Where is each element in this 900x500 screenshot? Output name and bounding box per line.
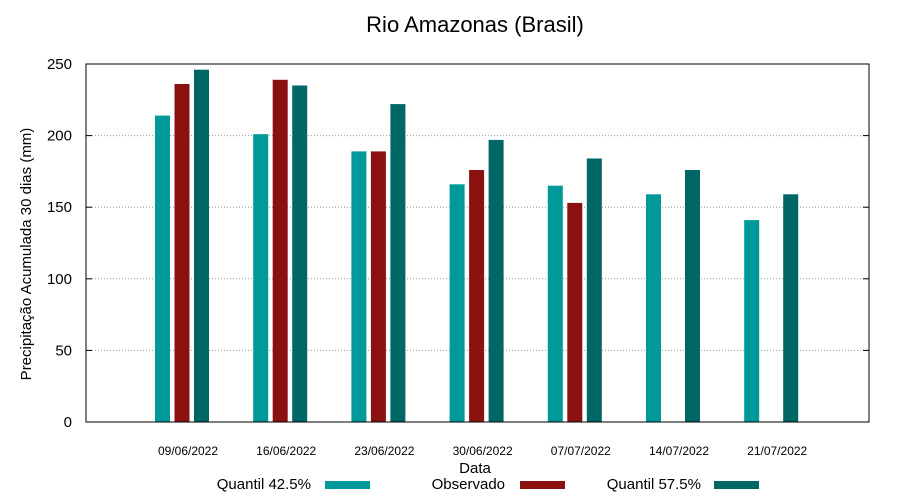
bar-quantil-57-5-2 (390, 104, 406, 422)
bar-observado-0 (174, 84, 190, 422)
legend-swatch (325, 481, 370, 489)
y-axis-ticks: 0 50 100 150 200 250 (47, 56, 869, 431)
bar-observado-2 (370, 151, 386, 422)
x-tick-label: 09/06/2022 (158, 444, 218, 458)
x-tick-label: 14/07/2022 (649, 444, 709, 458)
plot-frame (85, 63, 870, 423)
bar-observado-3 (469, 170, 485, 422)
x-tick-label: 07/07/2022 (551, 444, 611, 458)
bar-quantil-57-5-3 (488, 139, 504, 422)
x-tick-label: 23/06/2022 (354, 444, 414, 458)
bars (155, 69, 799, 423)
legend: Quantil 42.5% Observado Quantil 57.5% (217, 476, 759, 493)
bar-quantil-42-5-5 (646, 194, 661, 422)
legend-label: Quantil 57.5% (607, 476, 701, 493)
bar-quantil-42-5-1 (253, 134, 269, 422)
x-tick-label: 21/07/2022 (747, 444, 807, 458)
chart-title: Rio Amazonas (Brasil) (366, 12, 584, 37)
y-tick-label: 50 (55, 342, 72, 359)
bar-observado-1 (272, 79, 288, 423)
y-tick-label: 0 (64, 414, 72, 431)
legend-label: Observado (432, 476, 505, 493)
bar-quantil-57-5-0 (194, 69, 209, 422)
bar-quantil-42-5-2 (351, 151, 367, 422)
legend-label: Quantil 42.5% (217, 476, 311, 493)
y-tick-label: 200 (47, 128, 72, 145)
bar-quantil-57-5-4 (586, 158, 602, 422)
x-axis-ticks: 09/06/2022 16/06/2022 23/06/2022 30/06/2022… (158, 444, 808, 458)
bar-quantil-42-5-4 (547, 185, 563, 422)
y-tick-label: 150 (47, 199, 72, 216)
x-axis-label: Data (459, 460, 491, 477)
y-tick-label: 100 (47, 271, 72, 288)
bar-quantil-42-5-0 (155, 115, 170, 422)
x-tick-label: 30/06/2022 (453, 444, 513, 458)
bar-quantil-42-5-6 (744, 220, 760, 422)
bar-quantil-57-5-1 (292, 85, 308, 422)
legend-swatch (714, 481, 759, 489)
bar-quantil-57-5-6 (783, 194, 799, 422)
legend-swatch (520, 481, 565, 489)
y-tick-label: 250 (47, 56, 72, 73)
bar-observado-4 (567, 202, 583, 422)
bar-quantil-57-5-5 (685, 170, 700, 422)
x-tick-label: 16/06/2022 (256, 444, 316, 458)
y-axis-label: Precipitação Acumulada 30 dias (mm) (18, 128, 35, 381)
bar-quantil-42-5-3 (449, 184, 465, 422)
